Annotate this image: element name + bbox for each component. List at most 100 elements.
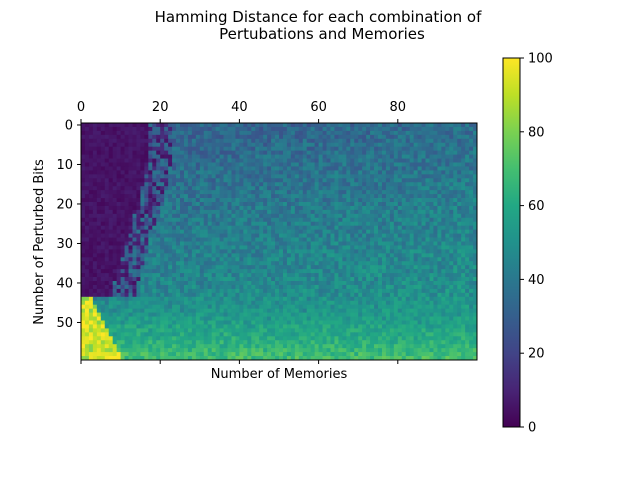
heatmap-cell [104, 221, 110, 227]
heatmap-cell [409, 178, 415, 183]
heatmap-cell [267, 249, 272, 254]
heatmap-cell [112, 249, 118, 254]
heatmap-cell [381, 182, 387, 187]
heatmap-cell [259, 277, 264, 282]
heatmap-cell [433, 158, 438, 163]
heatmap-cell [108, 146, 114, 152]
heatmap-cell [124, 126, 129, 132]
heatmap-cell [393, 162, 399, 167]
heatmap-cell [255, 138, 260, 144]
heatmap-cell [453, 233, 458, 238]
heatmap-cell [401, 146, 407, 152]
heatmap-cell [104, 316, 110, 321]
heatmap-cell [164, 269, 169, 274]
heatmap-cell [421, 170, 426, 175]
heatmap-cell [132, 190, 137, 195]
heatmap-cell [279, 126, 284, 132]
heatmap-cell [136, 134, 141, 140]
heatmap-cell [92, 308, 98, 313]
heatmap-cell [358, 284, 363, 290]
heatmap-cell [378, 213, 383, 219]
heatmap-cell [286, 296, 292, 302]
heatmap-cell [128, 257, 133, 262]
heatmap-cell [342, 273, 347, 278]
heatmap-cell [413, 217, 418, 223]
heatmap-cell [354, 221, 359, 227]
heatmap-cell [425, 304, 430, 310]
heatmap-cell [298, 146, 304, 152]
heatmap-cell [148, 190, 153, 195]
heatmap-cell [461, 178, 466, 183]
heatmap-cell [433, 126, 438, 132]
heatmap-cell [199, 265, 205, 270]
heatmap-cell [469, 186, 474, 191]
heatmap-cell [465, 292, 470, 298]
heatmap-cell [302, 277, 308, 282]
heatmap-cell [330, 304, 335, 310]
heatmap-cell [215, 150, 220, 155]
heatmap-cell [433, 288, 438, 294]
heatmap-cell [136, 233, 141, 238]
heatmap-cell [429, 229, 434, 234]
heatmap-cell [401, 198, 407, 203]
heatmap-cell [389, 261, 395, 266]
heatmap-cell [183, 237, 189, 242]
heatmap-cell [401, 190, 407, 195]
heatmap-cell [195, 126, 201, 132]
heatmap-cell [251, 134, 256, 140]
heatmap-cell [409, 198, 415, 203]
heatmap-cell [92, 130, 98, 136]
heatmap-cell [326, 225, 331, 231]
heatmap-cell [263, 221, 268, 227]
heatmap-cell [465, 186, 470, 191]
heatmap-cell [180, 237, 185, 242]
heatmap-cell [152, 288, 157, 294]
heatmap-cell [251, 202, 256, 207]
heatmap-cell [104, 146, 110, 152]
heatmap-cell [235, 265, 240, 270]
heatmap-cell [354, 158, 359, 163]
heatmap-cell [251, 237, 256, 242]
heatmap-cell [172, 194, 177, 199]
heatmap-cell [389, 281, 395, 286]
heatmap-cell [168, 249, 173, 254]
heatmap-cell [389, 213, 395, 219]
heatmap-cell [413, 241, 418, 246]
heatmap-cell [381, 308, 387, 313]
heatmap-cell [132, 150, 137, 155]
heatmap-cell [457, 284, 462, 290]
heatmap-cell [286, 186, 292, 191]
heatmap-cell [168, 284, 173, 290]
heatmap-cell [381, 194, 387, 199]
heatmap-cell [437, 269, 442, 274]
heatmap-cell [350, 265, 355, 270]
heatmap-cell [183, 146, 189, 152]
heatmap-cell [453, 134, 458, 140]
heatmap-cell [366, 186, 371, 191]
heatmap-cell [378, 178, 383, 183]
heatmap-cell [298, 296, 304, 302]
heatmap-cell [215, 265, 220, 270]
heatmap-cell [370, 217, 375, 223]
heatmap-cell [132, 158, 137, 163]
heatmap-cell [191, 190, 197, 195]
heatmap-cell [405, 288, 411, 294]
heatmap-cell [286, 162, 292, 167]
heatmap-cell [469, 205, 474, 211]
heatmap-cell [223, 312, 228, 317]
heatmap-cell [421, 312, 426, 317]
heatmap-cell [207, 225, 213, 231]
heatmap-cell [469, 213, 474, 219]
heatmap-cell [405, 265, 411, 270]
heatmap-cell [354, 277, 359, 282]
heatmap-cell [453, 162, 458, 167]
heatmap-cell [100, 229, 106, 234]
heatmap-cell [172, 213, 177, 219]
heatmap-cell [342, 249, 347, 254]
heatmap-cell [409, 217, 415, 223]
heatmap-cell [294, 123, 300, 128]
heatmap-cell [136, 205, 141, 211]
heatmap-cell [112, 257, 118, 262]
heatmap-cell [195, 146, 201, 152]
heatmap-cell [358, 182, 363, 187]
